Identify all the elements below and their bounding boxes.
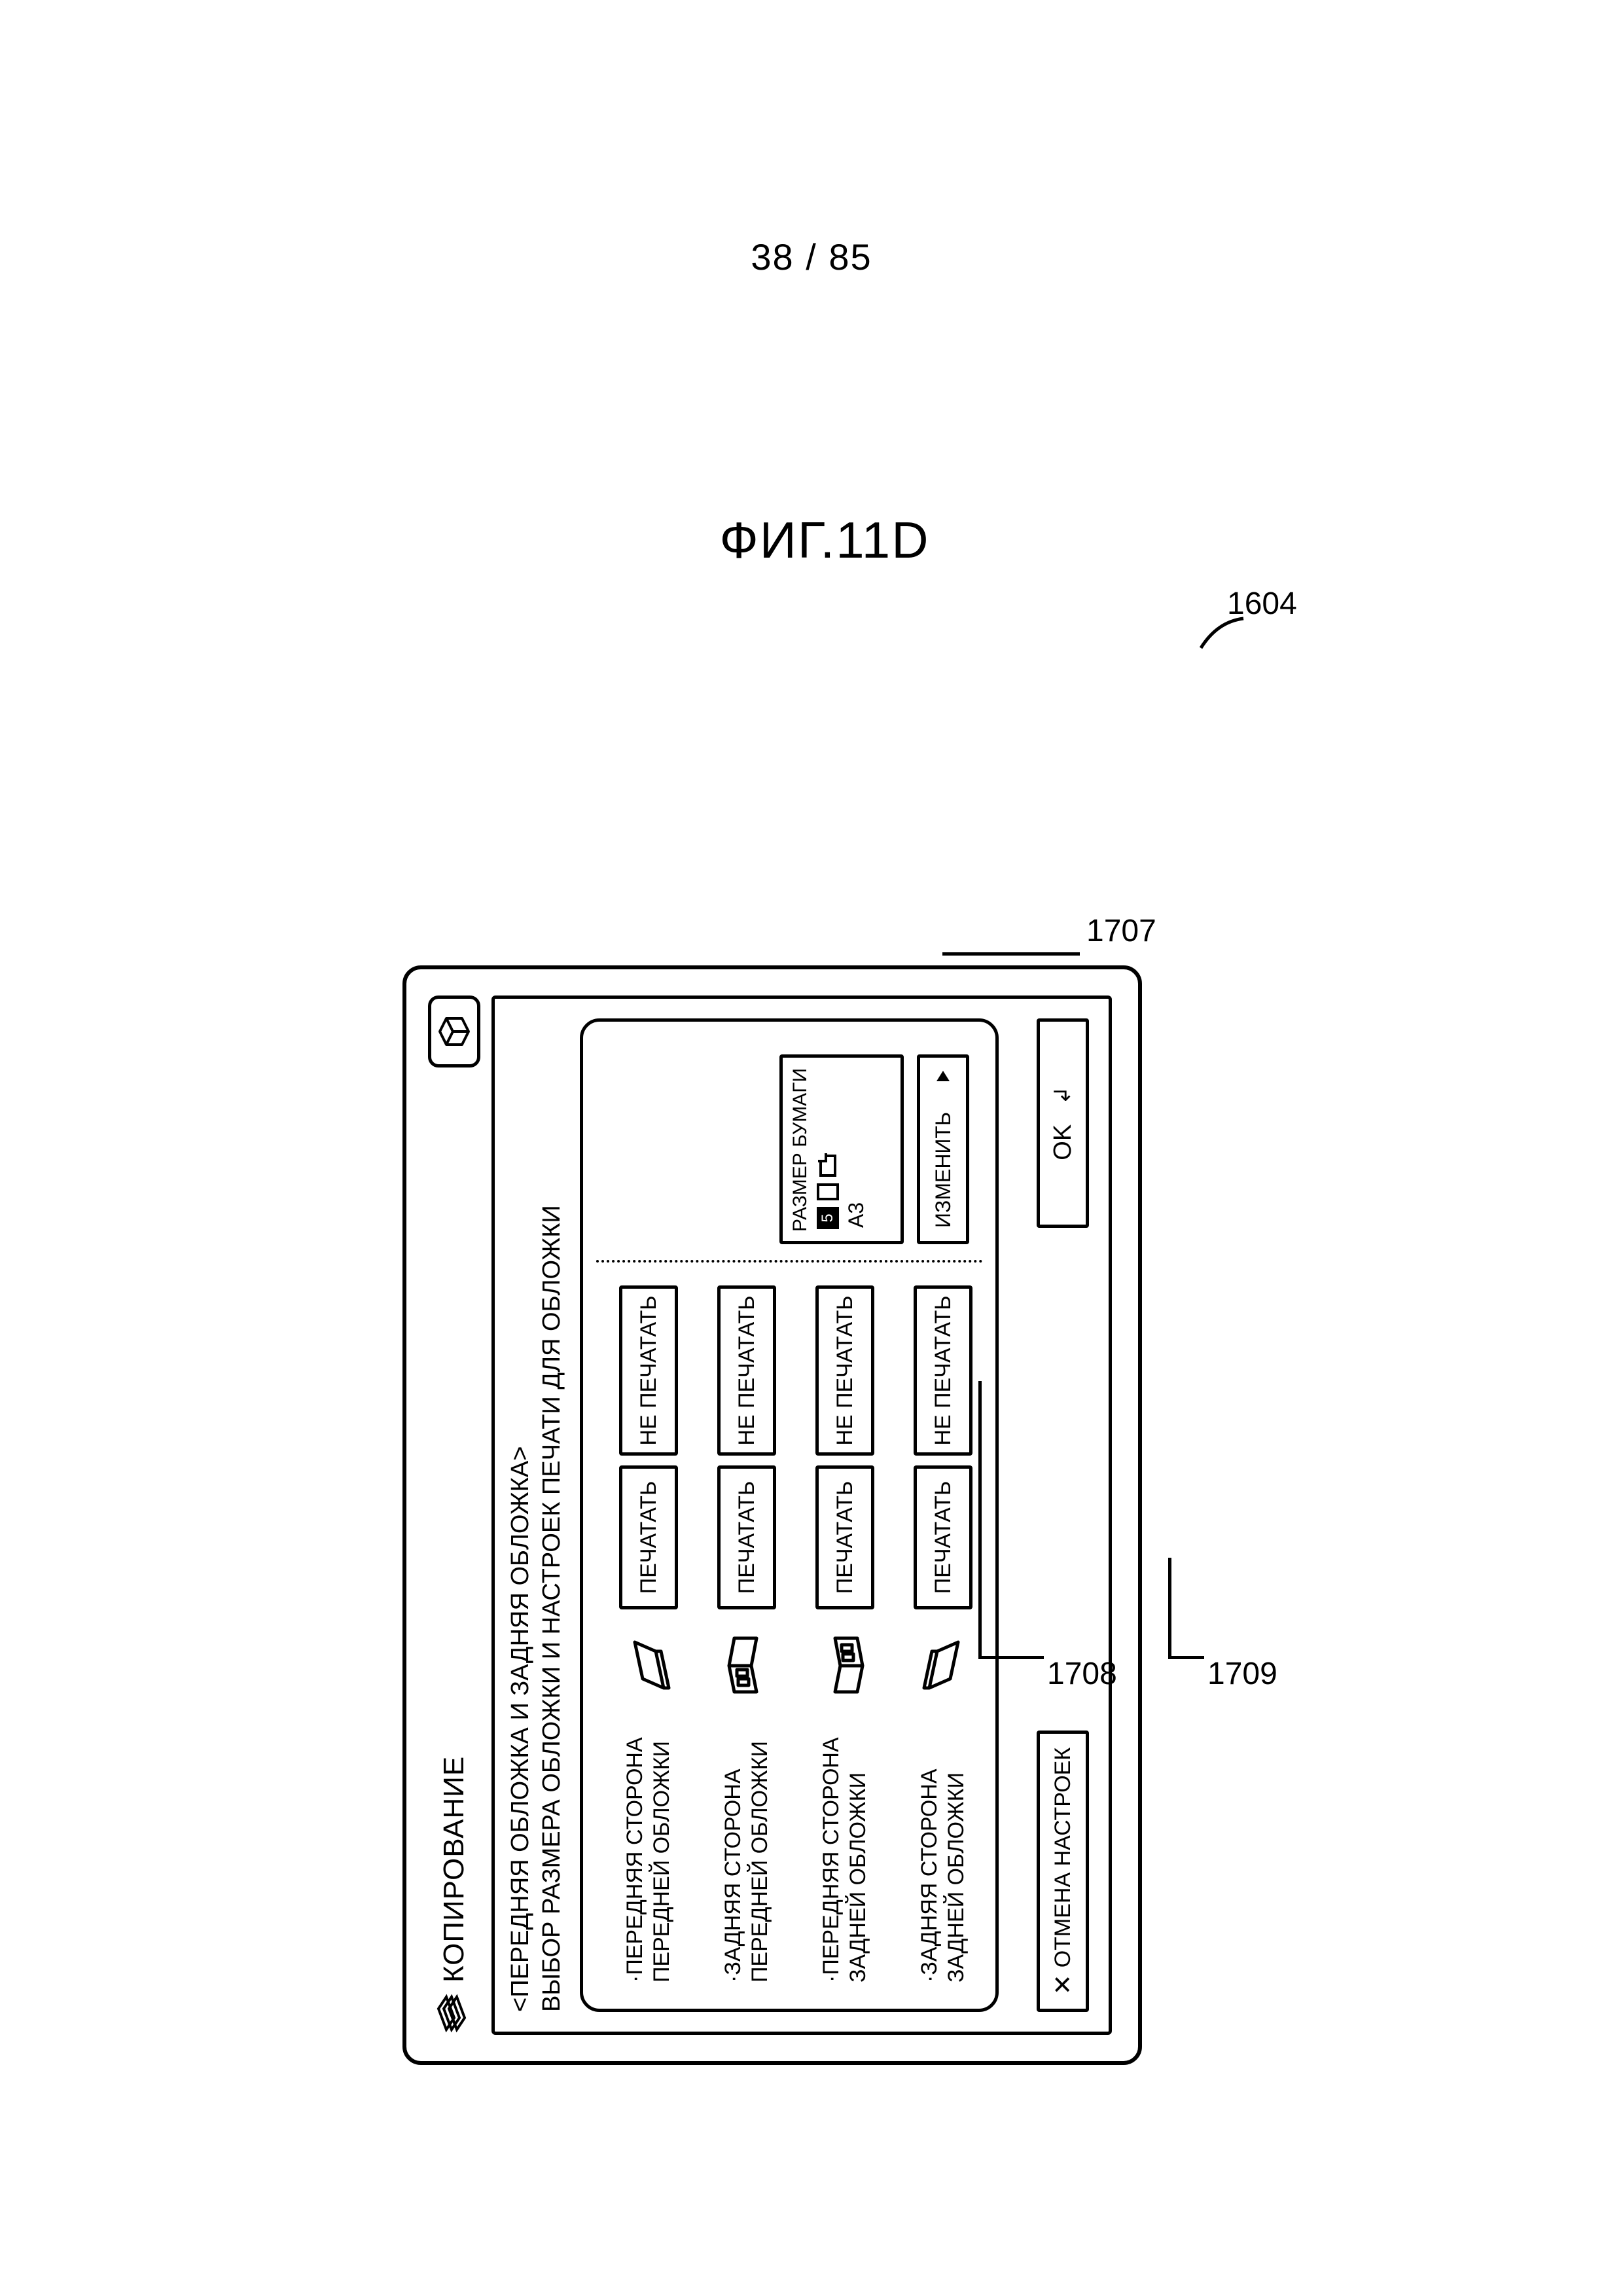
row-label-line2: ПЕРЕДНЕЙ ОБЛОЖКИ bbox=[649, 1741, 674, 1982]
print-button[interactable]: ПЕЧАТАТЬ bbox=[815, 1465, 874, 1609]
paper-landscape-icon bbox=[819, 1155, 836, 1177]
x-icon: ✕ bbox=[1048, 1974, 1078, 1995]
ok-button[interactable]: OK ↲ bbox=[1037, 1018, 1089, 1228]
paper-icons-row: 5 bbox=[817, 1064, 839, 1229]
outer-frame: КОПИРОВАНИЕ <ПЕРЕДНЯЯ ОБЛОЖКА И ЗАДНЯЯ О… bbox=[402, 965, 1142, 2065]
page-number: 38 / 85 bbox=[751, 236, 872, 278]
paper-size-title: РАЗМЕР БУМАГИ bbox=[789, 1064, 812, 1232]
row-label-line1: ·ЗАДНЯЯ СТОРОНА bbox=[721, 1768, 745, 1982]
change-button[interactable]: ИЗМЕНИТЬ bbox=[917, 1054, 969, 1244]
ok-button-label: OK bbox=[1049, 1124, 1077, 1160]
leader-1708-h bbox=[978, 1656, 1044, 1659]
header-row: КОПИРОВАНИЕ bbox=[425, 996, 484, 2035]
cancel-button-label: ОТМЕНА НАСТРОЕК bbox=[1050, 1748, 1076, 1967]
inner-panel: <ПЕРЕДНЯЯ ОБЛОЖКА И ЗАДНЯЯ ОБЛОЖКА> ВЫБО… bbox=[491, 996, 1112, 2035]
row-label-line1: ·ПЕРЕДНЯЯ СТОРОНА bbox=[819, 1737, 844, 1982]
row-label: ·ЗАДНЯЯ СТОРОНА ЗАДНЕЙ ОБЛОЖКИ bbox=[916, 1708, 970, 1982]
change-button-label: ИЗМЕНИТЬ bbox=[931, 1112, 955, 1228]
panel-title-line1: <ПЕРЕДНЯЯ ОБЛОЖКА И ЗАДНЯЯ ОБЛОЖКА> bbox=[507, 1446, 535, 2012]
leader-1709-h bbox=[1168, 1656, 1204, 1659]
paper-size-box: РАЗМЕР БУМАГИ 5 A3 bbox=[779, 1054, 904, 1244]
screen-title: КОПИРОВАНИЕ bbox=[438, 1756, 471, 1982]
triangle-right-icon bbox=[936, 1071, 950, 1081]
book-open-down-icon bbox=[717, 1623, 776, 1708]
panel-title-line2: ВЫБОР РАЗМЕРА ОБЛОЖКИ И НАСТРОЕК ПЕЧАТИ … bbox=[538, 1205, 566, 2012]
cover-closed-icon bbox=[914, 1623, 972, 1708]
noprint-button[interactable]: НЕ ПЕЧАТАТЬ bbox=[619, 1285, 678, 1456]
print-button[interactable]: ПЕЧАТАТЬ bbox=[914, 1465, 972, 1609]
cover-closed-icon bbox=[619, 1623, 678, 1708]
row-label-line2: ЗАДНЕЙ ОБЛОЖКИ bbox=[846, 1772, 870, 1982]
row-label-line1: ·ЗАДНЯЯ СТОРОНА bbox=[917, 1768, 942, 1982]
cancel-settings-button[interactable]: ✕ ОТМЕНА НАСТРОЕК bbox=[1037, 1731, 1089, 2012]
cube-icon bbox=[436, 1013, 473, 1050]
return-arrow-icon: ↲ bbox=[1050, 1086, 1076, 1105]
leader-1709-v bbox=[1168, 1558, 1171, 1656]
leader-1707 bbox=[942, 952, 1080, 956]
tray-number-badge: 5 bbox=[817, 1207, 839, 1229]
row-label: ·ЗАДНЯЯ СТОРОНА ПЕРЕДНЕЙ ОБЛОЖКИ bbox=[720, 1708, 774, 1982]
noprint-button[interactable]: НЕ ПЕЧАТАТЬ bbox=[815, 1285, 874, 1456]
row-label-line2: ЗАДНЕЙ ОБЛОЖКИ bbox=[944, 1772, 969, 1982]
ui-screen: КОПИРОВАНИЕ <ПЕРЕДНЯЯ ОБЛОЖКА И ЗАДНЯЯ О… bbox=[402, 965, 1142, 2065]
callout-1707: 1707 bbox=[1086, 913, 1156, 949]
print-button[interactable]: ПЕЧАТАТЬ bbox=[717, 1465, 776, 1609]
row-label-line1: ·ПЕРЕДНЯЯ СТОРОНА bbox=[622, 1737, 647, 1982]
leader-1604 bbox=[1198, 615, 1250, 655]
callout-1709: 1709 bbox=[1207, 1656, 1277, 1692]
copy-stack-icon bbox=[435, 1989, 474, 2035]
cube-button[interactable] bbox=[428, 996, 480, 1067]
cover-row-front-back: ·ЗАДНЯЯ СТОРОНА ПЕРЕДНЕЙ ОБЛОЖКИ ПЕЧА bbox=[701, 1048, 793, 1982]
print-button[interactable]: ПЕЧАТАТЬ bbox=[619, 1465, 678, 1609]
noprint-button[interactable]: НЕ ПЕЧАТАТЬ bbox=[717, 1285, 776, 1456]
figure-area: ФИГ.11D КОПИРОВАНИЕ bbox=[281, 484, 1368, 1715]
leader-1708-v bbox=[978, 1381, 982, 1656]
paper-portrait-icon bbox=[817, 1183, 839, 1200]
row-label-line2: ПЕРЕДНЕЙ ОБЛОЖКИ bbox=[747, 1741, 772, 1982]
book-open-up-icon bbox=[815, 1623, 874, 1708]
noprint-button[interactable]: НЕ ПЕЧАТАТЬ bbox=[914, 1285, 972, 1456]
paper-size-value: A3 bbox=[844, 1064, 868, 1228]
dotted-divider bbox=[596, 1260, 982, 1263]
row-label: ·ПЕРЕДНЯЯ СТОРОНА ЗАДНЕЙ ОБЛОЖКИ bbox=[818, 1708, 872, 1982]
cover-row-front-front: ·ПЕРЕДНЯЯ СТОРОНА ПЕРЕДНЕЙ ОБЛОЖКИ ПЕЧАТ… bbox=[603, 1048, 694, 1982]
row-label: ·ПЕРЕДНЯЯ СТОРОНА ПЕРЕДНЕЙ ОБЛОЖКИ bbox=[622, 1708, 675, 1982]
content-box: ·ПЕРЕДНЯЯ СТОРОНА ПЕРЕДНЕЙ ОБЛОЖКИ ПЕЧАТ… bbox=[580, 1018, 999, 2012]
figure-label: ФИГ.11D bbox=[719, 511, 929, 570]
callout-1708: 1708 bbox=[1047, 1656, 1117, 1692]
